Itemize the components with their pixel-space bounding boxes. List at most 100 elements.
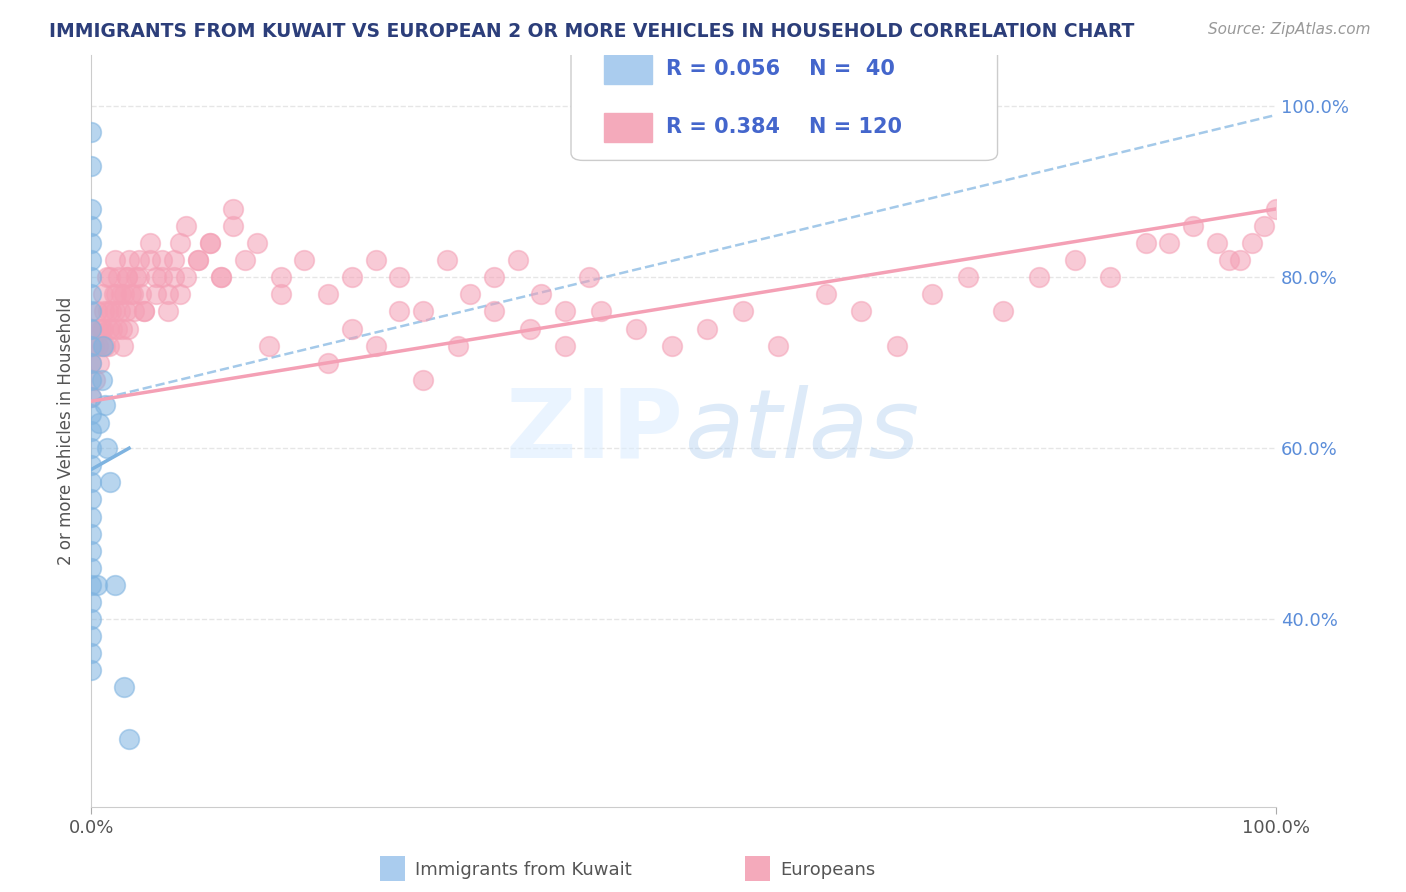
Point: [661, 339, 683, 353]
Point: [519, 321, 541, 335]
Point: [233, 253, 256, 268]
Point: [851, 304, 873, 318]
Point: [814, 287, 837, 301]
Point: [80, 612, 103, 626]
Point: [90, 321, 112, 335]
Point: [150, 270, 173, 285]
Point: [1135, 236, 1157, 251]
Point: [388, 304, 411, 318]
Point: [921, 287, 943, 301]
Point: [97, 321, 120, 335]
Point: [112, 339, 135, 353]
Point: [316, 287, 339, 301]
Point: [118, 731, 141, 746]
Point: [80, 526, 103, 541]
Text: Europeans: Europeans: [780, 861, 876, 879]
Point: [1205, 236, 1227, 251]
Point: [150, 253, 173, 268]
Point: [412, 304, 434, 318]
Point: [101, 321, 124, 335]
Point: [198, 236, 221, 251]
Point: [117, 321, 139, 335]
Point: [90, 373, 112, 387]
Text: R = 0.056    N =  40: R = 0.056 N = 40: [666, 60, 894, 79]
Point: [128, 253, 150, 268]
Text: atlas: atlas: [683, 384, 918, 477]
Point: [111, 321, 134, 335]
Point: [174, 270, 197, 285]
Point: [80, 629, 103, 643]
Point: [436, 253, 458, 268]
Point: [1265, 202, 1288, 216]
Point: [83, 373, 105, 387]
Point: [129, 287, 152, 301]
Point: [482, 270, 505, 285]
Point: [80, 236, 103, 251]
Point: [80, 373, 103, 387]
Point: [482, 304, 505, 318]
Point: [80, 159, 103, 173]
Point: [1241, 236, 1264, 251]
Point: [80, 441, 103, 455]
Point: [80, 458, 103, 473]
Point: [105, 321, 128, 335]
Point: [139, 253, 162, 268]
Point: [80, 664, 103, 678]
Point: [80, 356, 103, 370]
Point: [80, 219, 103, 233]
Point: [554, 304, 576, 318]
Point: [993, 304, 1015, 318]
Point: [768, 339, 790, 353]
Point: [87, 321, 110, 335]
Point: [1218, 253, 1240, 268]
Point: [388, 270, 411, 285]
Point: [115, 270, 138, 285]
Point: [104, 304, 127, 318]
Point: [294, 253, 316, 268]
Point: [458, 287, 481, 301]
FancyBboxPatch shape: [605, 113, 651, 142]
Point: [80, 339, 103, 353]
Point: [1159, 236, 1181, 251]
Point: [80, 253, 103, 268]
Point: [96, 270, 118, 285]
Point: [80, 270, 103, 285]
Point: [80, 321, 103, 335]
Point: [187, 253, 209, 268]
Point: [412, 373, 434, 387]
Point: [80, 287, 103, 301]
Point: [98, 270, 121, 285]
Point: [100, 304, 122, 318]
Text: Source: ZipAtlas.com: Source: ZipAtlas.com: [1208, 22, 1371, 37]
Point: [163, 270, 186, 285]
Point: [530, 287, 553, 301]
Point: [589, 304, 612, 318]
Point: [121, 287, 143, 301]
Point: [80, 390, 103, 404]
Point: [122, 304, 145, 318]
Point: [80, 646, 103, 660]
Point: [506, 253, 529, 268]
Point: [211, 270, 233, 285]
Point: [86, 304, 108, 318]
Point: [80, 543, 103, 558]
Point: [246, 236, 269, 251]
Point: [578, 270, 600, 285]
Point: [98, 475, 121, 490]
Point: [145, 287, 167, 301]
Point: [114, 304, 136, 318]
Point: [80, 595, 103, 609]
Point: [163, 253, 186, 268]
FancyBboxPatch shape: [571, 47, 997, 161]
Point: [118, 253, 141, 268]
Point: [80, 125, 103, 139]
Point: [104, 578, 127, 592]
Point: [316, 356, 339, 370]
Point: [120, 287, 142, 301]
Point: [80, 321, 103, 335]
Point: [91, 321, 114, 335]
Point: [125, 270, 148, 285]
Point: [91, 339, 114, 353]
Point: [198, 236, 221, 251]
Point: [80, 578, 103, 592]
